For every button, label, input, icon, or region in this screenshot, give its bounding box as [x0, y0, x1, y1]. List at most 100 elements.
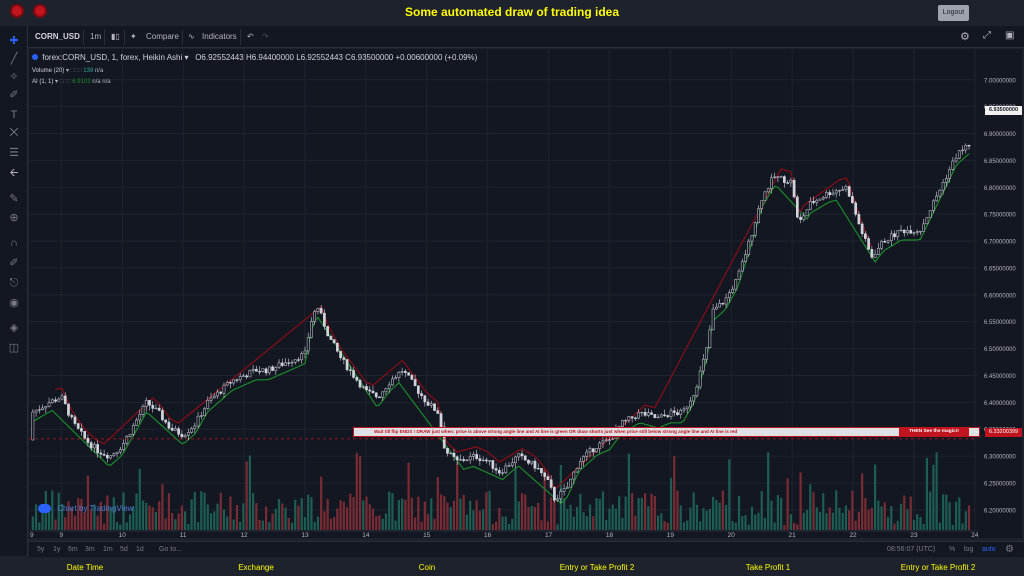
settings-icon[interactable]: ⚙ — [960, 31, 970, 43]
x-tick-label: 21 — [789, 532, 797, 538]
redo-icon[interactable]: ↷ — [262, 32, 269, 41]
candle — [54, 399, 57, 402]
volume-bar — [682, 522, 686, 530]
volume-dropdown-icon[interactable]: ▾ — [66, 68, 70, 74]
indicator-controls-icon[interactable]: □□□ — [70, 68, 82, 74]
volume-bar — [138, 468, 141, 530]
log-toggle[interactable]: log — [964, 546, 974, 553]
volume-bar — [407, 462, 410, 530]
volume-bar — [786, 478, 789, 530]
price-axis[interactable]: 7.000000006.950000006.900000006.85000000… — [978, 49, 1022, 538]
ai-label[interactable]: AI (1, 1) — [32, 79, 54, 85]
footer-date-time[interactable]: Date Time — [66, 563, 104, 572]
volume-bar — [533, 506, 537, 530]
volume-bar — [73, 515, 77, 530]
volume-bar — [893, 523, 896, 530]
clock[interactable]: 08:56:07 (UTC) — [887, 546, 936, 553]
percent-toggle[interactable]: % — [949, 546, 956, 553]
text-icon[interactable]: T — [10, 109, 18, 121]
ai-dropdown-icon[interactable]: ▾ — [55, 79, 59, 85]
volume-bar — [967, 505, 971, 530]
candle — [122, 443, 125, 450]
auto-toggle[interactable]: auto — [982, 546, 996, 553]
chart-toolbar: CORN_USD 1m ▮▯ ✦ Compare ∿ Indicators ↶ … — [0, 26, 1024, 48]
volume-label[interactable]: Volume (20) — [32, 68, 65, 74]
footer-coin[interactable]: Coin — [418, 563, 436, 572]
volume-bar — [239, 521, 242, 530]
compare-button[interactable]: Compare — [146, 32, 179, 41]
candle — [520, 453, 524, 457]
eye-icon[interactable]: ◉ — [9, 297, 19, 309]
volume-bar — [909, 496, 912, 530]
magnet-icon[interactable]: ∩ — [10, 237, 18, 249]
candle — [786, 182, 789, 184]
candle — [264, 368, 268, 374]
price-chart[interactable]: 9101112131415161718192021222324252627282… — [29, 49, 1007, 539]
range-1d[interactable]: 1d — [136, 546, 144, 553]
indicators-icon[interactable]: ∿ — [188, 32, 195, 41]
stay-in-drawing-icon[interactable]: ✐ — [9, 257, 19, 269]
legend-main[interactable]: forex:CORN_USD, 1, forex, Heikin Ashi — [42, 53, 183, 62]
pattern-icon[interactable]: ⨉ — [9, 127, 19, 139]
brush-icon[interactable]: ✐ — [9, 89, 19, 101]
layers-icon[interactable]: ◈ — [9, 322, 19, 334]
interval-button[interactable]: 1m — [90, 32, 102, 41]
candle — [964, 145, 968, 151]
indicators-button[interactable]: Indicators — [202, 32, 237, 41]
trash-icon[interactable]: ◫ — [8, 342, 20, 354]
candle — [446, 447, 449, 454]
crosshair-icon[interactable]: ✚ — [9, 35, 19, 47]
chart-pane[interactable]: 9101112131415161718192021222324252627282… — [29, 49, 1007, 539]
volume-bar — [349, 493, 352, 530]
volume-bar — [268, 522, 271, 530]
range-1m[interactable]: 1m — [103, 546, 113, 553]
date-range-bar: 5y 1y 6m 3m 1m 5d 1d Go to... 08:56:07 (… — [29, 541, 1024, 557]
annotation-box[interactable]: Wait till flip ENDS ! DRAW just when: pr… — [353, 427, 980, 437]
volume-bar — [896, 520, 899, 530]
indicator-controls-icon[interactable]: □□□ — [59, 79, 71, 85]
volume-bar — [397, 500, 401, 530]
settings-icon[interactable]: ⚙ — [1005, 544, 1014, 555]
volume-bar — [115, 521, 119, 530]
page-title: Some automated draw of trading idea — [404, 5, 620, 19]
volume-bar — [835, 490, 838, 530]
symbol-search[interactable]: CORN_USD — [35, 32, 80, 41]
logout-button[interactable]: Logout — [938, 5, 969, 21]
candle — [530, 460, 534, 464]
fib-icon[interactable]: ✧ — [9, 71, 19, 83]
zoom-in-icon[interactable]: ⊕ — [9, 212, 19, 224]
range-6m[interactable]: 6m — [68, 546, 78, 553]
prediction-icon[interactable]: ☰ — [9, 147, 19, 159]
footer-tp1[interactable]: Take Profit 1 — [745, 563, 791, 572]
chart-type-icon[interactable]: ▮▯ — [111, 32, 120, 41]
fullscreen-icon[interactable]: ⤢ — [983, 30, 991, 41]
goto-button[interactable]: Go to... — [159, 546, 182, 553]
range-3m[interactable]: 3m — [85, 546, 95, 553]
undo-icon[interactable]: ↶ — [247, 32, 254, 41]
footer-entry-tp2-b[interactable]: Entry or Take Profit 2 — [900, 563, 976, 572]
range-5y[interactable]: 5y — [37, 546, 45, 553]
candle — [812, 201, 815, 203]
compare-icon[interactable]: ✦ — [130, 32, 137, 41]
range-1y[interactable]: 1y — [53, 546, 61, 553]
volume-bar — [631, 493, 634, 530]
candle — [212, 395, 216, 399]
volume-bar — [132, 506, 135, 530]
volume-bar — [358, 455, 362, 530]
volume-bar — [556, 524, 559, 530]
candle — [67, 403, 70, 416]
footer-exchange[interactable]: Exchange — [238, 563, 274, 572]
legend-dropdown-icon[interactable]: ▾ — [184, 53, 189, 62]
back-arrow-icon[interactable]: 🡨 — [9, 167, 19, 179]
trend-line-icon[interactable]: ╱ — [10, 53, 18, 65]
lock-icon[interactable]: ⎋ — [9, 277, 19, 289]
camera-icon[interactable]: ▣ — [1005, 30, 1015, 41]
candle — [815, 199, 819, 203]
tradingview-watermark[interactable]: Chart by TradingView — [38, 504, 134, 514]
ruler-icon[interactable]: ✎ — [9, 193, 19, 205]
range-5d[interactable]: 5d — [120, 546, 128, 553]
candle — [692, 395, 696, 402]
candle — [753, 222, 757, 236]
footer-entry-tp2[interactable]: Entry or Take Profit 2 — [559, 563, 635, 572]
candle — [501, 472, 504, 474]
